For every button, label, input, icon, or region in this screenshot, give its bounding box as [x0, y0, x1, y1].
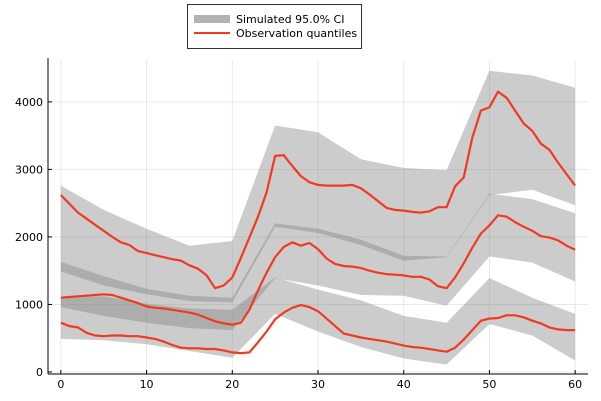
x-tick-label-20: 20 [225, 378, 239, 391]
observation-line-1 [60, 214, 576, 326]
x-tick-label-30: 30 [311, 378, 325, 391]
legend-label-observation: Observation quantiles [236, 27, 357, 40]
x-tick-label-60: 60 [568, 378, 582, 391]
observation-line-0 [60, 90, 576, 290]
y-tick-label-2000: 2000 [15, 231, 43, 244]
observation-line-2 [60, 304, 576, 355]
ci-bands [60, 70, 576, 365]
y-tick-label-1000: 1000 [15, 298, 43, 311]
legend-band-swatch [194, 15, 230, 23]
x-tick-label-50: 50 [482, 378, 496, 391]
y-tick-label-0: 0 [36, 366, 43, 379]
y-tick-label-4000: 4000 [15, 96, 43, 109]
tick-labels: 0 10 20 30 40 50 60 0 1000 2000 3000 4000 [15, 96, 582, 391]
grid [48, 60, 588, 374]
ci-band-0 [60, 70, 576, 303]
ci-band-2 [60, 277, 576, 365]
axes [47, 58, 588, 375]
observation-lines [60, 90, 576, 355]
y-tick-label-3000: 3000 [15, 163, 43, 176]
x-tick-label-10: 10 [140, 378, 154, 391]
legend-box [187, 4, 362, 49]
legend-label-ci: Simulated 95.0% CI [236, 13, 344, 26]
ci-band-1 [60, 193, 576, 331]
legend: Simulated 95.0% CI Observation quantiles [187, 4, 362, 49]
x-tick-label-0: 0 [57, 378, 64, 391]
x-tick-label-40: 40 [397, 378, 411, 391]
